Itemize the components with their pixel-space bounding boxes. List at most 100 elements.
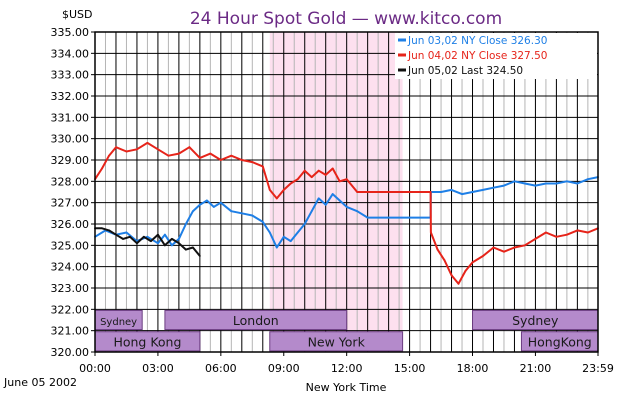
- data-point: [240, 159, 243, 161]
- data-point: [576, 182, 579, 185]
- data-point: [251, 161, 254, 164]
- data-point: [251, 214, 254, 217]
- data-point: [219, 159, 222, 161]
- data-point: [108, 229, 110, 232]
- data-point: [586, 231, 589, 234]
- data-point: [177, 242, 180, 245]
- data-point: [209, 152, 212, 155]
- date-label: June 05 2002: [3, 376, 77, 389]
- data-point: [275, 197, 278, 200]
- y-unit-label: $USD: [62, 8, 93, 21]
- data-point: [240, 212, 243, 215]
- data-point: [146, 235, 149, 238]
- data-point: [157, 242, 159, 245]
- data-point: [101, 227, 103, 230]
- y-tick-label: 333.00: [51, 69, 90, 82]
- data-point: [191, 246, 194, 249]
- data-point: [436, 248, 439, 251]
- data-point: [482, 255, 484, 257]
- data-point: [136, 148, 138, 151]
- data-point: [387, 191, 390, 193]
- y-tick-label: 321.00: [51, 325, 90, 338]
- data-point: [356, 210, 359, 213]
- x-tick-label: 09:00: [268, 362, 300, 375]
- data-point: [289, 182, 292, 185]
- data-point: [464, 270, 467, 272]
- x-tick-label: 15:00: [394, 362, 426, 375]
- data-point: [198, 156, 201, 159]
- data-point: [171, 244, 173, 247]
- data-point: [324, 203, 327, 206]
- data-point: [146, 142, 149, 144]
- data-point: [184, 248, 187, 251]
- data-point: [115, 233, 117, 236]
- data-point: [345, 206, 348, 208]
- y-tick-label: 326.00: [51, 218, 90, 231]
- data-point: [184, 223, 187, 225]
- data-point: [513, 180, 516, 183]
- data-point: [177, 238, 180, 240]
- data-point: [296, 178, 299, 181]
- x-tick-label: 23:59: [582, 362, 614, 375]
- y-tick-label: 332.00: [51, 90, 90, 103]
- session-label-bottom: HongKong: [528, 334, 592, 349]
- data-point: [157, 148, 159, 151]
- data-point: [408, 216, 411, 219]
- data-point: [387, 216, 390, 219]
- data-point: [164, 233, 166, 236]
- data-point: [268, 188, 271, 191]
- session-bar-top: [164, 309, 348, 331]
- session-label-top: Sydney: [512, 313, 559, 328]
- y-tick-label: 331.00: [51, 111, 90, 124]
- data-point: [366, 216, 369, 219]
- y-tick-label: 329.00: [51, 154, 90, 167]
- data-point: [338, 199, 341, 202]
- data-point: [303, 169, 306, 172]
- data-point: [545, 231, 547, 234]
- data-point: [338, 180, 341, 183]
- data-point: [167, 154, 170, 157]
- data-point: [492, 246, 495, 249]
- data-point: [125, 231, 128, 234]
- data-point: [205, 199, 208, 202]
- chart-title: 24 Hour Spot Gold — www.kitco.com: [190, 9, 502, 29]
- data-point: [268, 231, 271, 234]
- y-tick-label: 324.00: [51, 261, 90, 274]
- data-point: [503, 250, 505, 253]
- data-point: [408, 191, 411, 193]
- x-axis-label: New York Time: [306, 381, 387, 394]
- data-point: [565, 180, 568, 183]
- plot-border: [94, 31, 599, 353]
- data-point: [317, 169, 320, 172]
- data-point: [555, 182, 558, 185]
- data-point: [513, 246, 516, 249]
- data-point: [356, 191, 359, 193]
- y-tick-label: 335.00: [51, 26, 90, 39]
- y-tick-label: 322.00: [51, 303, 90, 316]
- data-point: [310, 176, 313, 178]
- data-point: [310, 210, 313, 213]
- data-point: [115, 146, 117, 149]
- data-point: [188, 146, 191, 149]
- data-point: [230, 154, 233, 157]
- session-bar-bottom: [269, 331, 404, 352]
- data-point: [136, 242, 138, 245]
- x-tick-label: 03:00: [142, 362, 174, 375]
- series-line: [95, 227, 201, 257]
- session-label-bottom: New York: [308, 334, 366, 349]
- data-point: [534, 238, 537, 240]
- y-tick-label: 330.00: [51, 133, 90, 146]
- data-point: [430, 231, 432, 234]
- data-point: [282, 188, 285, 191]
- plot-area: 320.00 321.00 322.00 323.00 324.00 325.00 326.…: [51, 26, 614, 375]
- data-point: [429, 191, 432, 193]
- y-tick-label: 328.00: [51, 175, 90, 188]
- data-point: [198, 255, 201, 257]
- data-point: [125, 150, 128, 153]
- data-point: [324, 174, 327, 176]
- data-point: [471, 191, 474, 193]
- data-point: [317, 197, 320, 200]
- y-tick-label: 320.00: [51, 346, 90, 359]
- series-line: [94, 176, 599, 249]
